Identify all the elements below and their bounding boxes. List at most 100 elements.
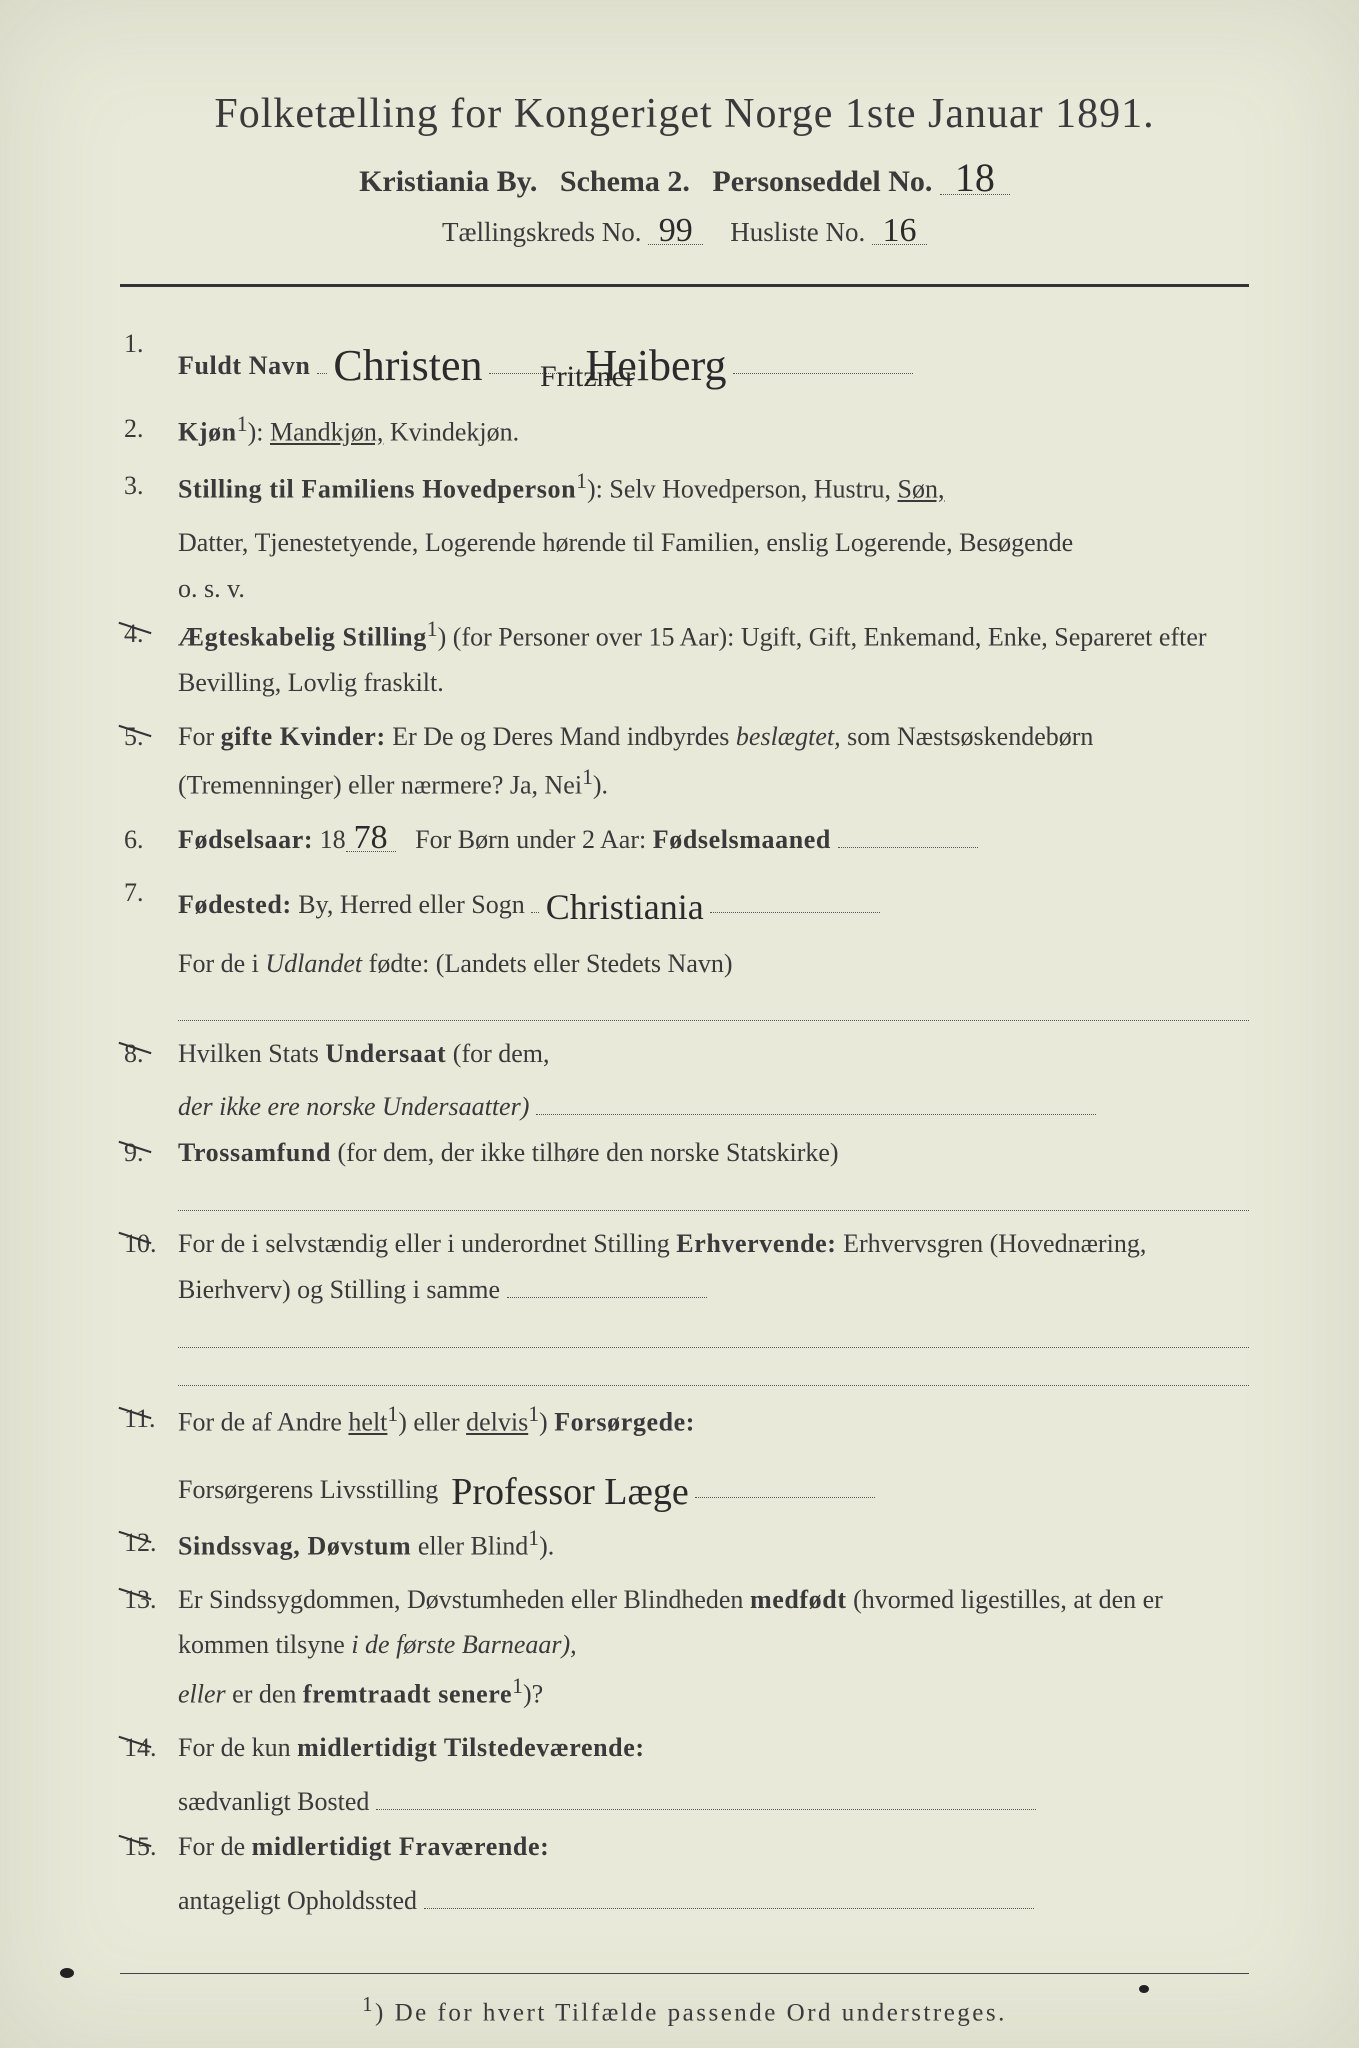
field-9-text: (for dem, der ikke tilhøre den norske St…	[331, 1138, 839, 1167]
field-11-l2-label: Forsørgerens Livsstilling	[178, 1475, 438, 1504]
field-12-text: eller Blind	[411, 1531, 528, 1560]
field-num-9: 9.	[124, 1130, 178, 1176]
field-15-line2: antageligt Opholdssted	[124, 1878, 1249, 1924]
field-7-italic: Udlandet	[265, 949, 362, 978]
field-7-cont: For de i Udlandet fødte: (Landets eller …	[124, 941, 1249, 987]
footnote-rule	[120, 1973, 1249, 1974]
field-num-14: 14.	[124, 1725, 178, 1771]
field-14-text-a: For de kun	[178, 1733, 297, 1762]
field-5-prefix: For	[178, 722, 221, 751]
field-6-label2: Fødselsmaaned	[653, 825, 831, 854]
field-14-line2: sædvanligt Bosted	[124, 1779, 1249, 1825]
field-num-5: 5.	[124, 714, 178, 809]
field-13-text-a: Er Sindssygdommen, Døvstumheden eller Bl…	[178, 1585, 750, 1614]
field-2-selected: Mandkjøn,	[270, 418, 383, 447]
field-2-sex: 2. Kjøn1): Mandkjøn, Kvindekjøn.	[124, 406, 1249, 455]
field-2-label: Kjøn	[178, 418, 237, 447]
district-label: Tællingskreds No.	[442, 217, 642, 247]
footnote-sup: 1	[362, 1992, 375, 2016]
field-num-7: 7.	[124, 870, 178, 933]
sub-sub-line: Tællingskreds No. 99 Husliste No. 16	[120, 217, 1249, 248]
field-3-relation: 3. Stilling til Familiens Hovedperson1):…	[124, 463, 1249, 512]
field-9-blank-line	[178, 1183, 1249, 1211]
field-8-italic: der ikke ere norske Undersaatter)	[178, 1092, 529, 1121]
field-num-4: 4.	[124, 611, 178, 706]
form-items: 1. Fuldt Navn Christen Heiberg 2. Kjøn1)…	[120, 321, 1249, 1923]
field-8-text-a: Hvilken Stats	[178, 1039, 325, 1068]
field-num-1: 1.	[124, 321, 178, 398]
field-num-3: 3.	[124, 463, 178, 512]
field-13-b1: medfødt	[750, 1585, 847, 1614]
field-10-blank-b	[178, 1358, 1249, 1386]
schema-label: Schema 2.	[560, 165, 690, 198]
field-15-temp-absent: 15. For de midlertidigt Fraværende:	[124, 1824, 1249, 1870]
header-rule	[120, 284, 1249, 287]
field-4-sup: 1	[427, 617, 438, 641]
field-12-tail: ).	[539, 1531, 554, 1560]
field-11-value: Professor Læge	[451, 1459, 688, 1526]
field-13-italic2: eller	[178, 1680, 226, 1709]
field-12-disability: 12. Sindssvag, Døvstum eller Blind1).	[124, 1520, 1249, 1569]
field-13-congenital: 13. Er Sindssygdommen, Døvstumheden elle…	[124, 1577, 1249, 1717]
houselist-number-value: 16	[872, 217, 927, 245]
field-num-2: 2.	[124, 406, 178, 455]
field-6-label: Fødselsaar:	[178, 825, 313, 854]
footnote: 1) De for hvert Tilfælde passende Ord un…	[120, 1992, 1249, 2027]
field-11-sup2: 1	[528, 1402, 539, 1426]
field-12-sup: 1	[528, 1526, 539, 1550]
ink-blot-right	[1139, 1985, 1149, 1993]
field-14-temp-present: 14. For de kun midlertidigt Tilstedevære…	[124, 1725, 1249, 1771]
field-11-sup1: 1	[387, 1402, 398, 1426]
field-11-line2: Forsørgerens Livsstilling Professor Læge	[124, 1453, 1249, 1520]
field-11-text-a: For de af Andre	[178, 1408, 348, 1437]
field-13-tail: )?	[523, 1680, 543, 1709]
field-1-label: Fuldt Navn	[178, 351, 310, 380]
field-num-12: 12.	[124, 1520, 178, 1569]
field-6-yearprefix: 18	[320, 825, 346, 854]
slip-number-value: 18	[940, 162, 1010, 195]
field-5-tail: ).	[593, 771, 608, 800]
houselist-label: Husliste No.	[730, 217, 865, 247]
field-num-11: 11.	[124, 1396, 178, 1445]
field-7-blank-line	[178, 993, 1249, 1021]
field-14-label: midlertidigt Tilstedeværende:	[297, 1733, 644, 1762]
field-1-lastname: Heiberg	[586, 327, 727, 404]
field-3-cont-b: Datter, Tjenestetyende, Logerende hørend…	[124, 520, 1249, 566]
field-10-occupation: 10. For de i selvstændig eller i underor…	[124, 1221, 1249, 1312]
field-13-b2: fremtraadt senere	[303, 1680, 512, 1709]
field-num-10: 10.	[124, 1221, 178, 1312]
field-10-label: Erhvervende:	[676, 1229, 836, 1258]
field-10-blank-a	[178, 1320, 1249, 1348]
field-10-text-a: For de i selvstændig eller i underordnet…	[178, 1229, 676, 1258]
field-5-text-a: Er De og Deres Mand indbyrdes	[386, 722, 736, 751]
field-15-text-a: For de	[178, 1832, 252, 1861]
field-2-sup: 1	[237, 412, 248, 436]
field-num-15: 15.	[124, 1824, 178, 1870]
field-3-cont-c: o. s. v.	[124, 566, 1249, 612]
district-number-value: 99	[648, 217, 703, 245]
field-6-year-value: 78	[346, 824, 396, 852]
field-9-religion: 9. Trossamfund (for dem, der ikke tilhør…	[124, 1130, 1249, 1176]
field-13-text-c: er den	[226, 1680, 303, 1709]
field-5-sup: 1	[582, 765, 593, 789]
field-9-label: Trossamfund	[178, 1138, 331, 1167]
field-11-dependent: 11. For de af Andre helt1) eller delvis1…	[124, 1396, 1249, 1445]
field-num-13: 13.	[124, 1577, 178, 1717]
field-5-italic: beslægtet,	[736, 722, 841, 751]
field-7-value: Christiania	[546, 876, 704, 939]
census-form-page: Folketælling for Kongeriget Norge 1ste J…	[0, 0, 1359, 2048]
field-6-birthyear: 6. Fødselsaar: 1878 For Børn under 2 Aar…	[124, 817, 1249, 863]
field-num-8: 8.	[124, 1031, 178, 1077]
field-14-l2: sædvanligt Bosted	[178, 1787, 369, 1816]
field-11-text-b: )	[539, 1408, 554, 1437]
city-label: Kristiania By.	[359, 165, 537, 198]
field-5-related: 5. For gifte Kvinder: Er De og Deres Man…	[124, 714, 1249, 809]
field-8-subject: 8. Hvilken Stats Undersaat (for dem,	[124, 1031, 1249, 1077]
field-8-label: Undersaat	[325, 1039, 446, 1068]
field-11-u2: delvis	[466, 1408, 528, 1437]
field-3-selected: Søn,	[898, 475, 945, 504]
subtitle-line: Kristiania By. Schema 2. Personseddel No…	[120, 162, 1249, 199]
footnote-text: ) De for hvert Tilfælde passende Ord und…	[375, 1999, 1007, 2026]
ink-blot-left	[60, 1968, 74, 1978]
field-8-cont: der ikke ere norske Undersaatter)	[124, 1084, 1249, 1130]
